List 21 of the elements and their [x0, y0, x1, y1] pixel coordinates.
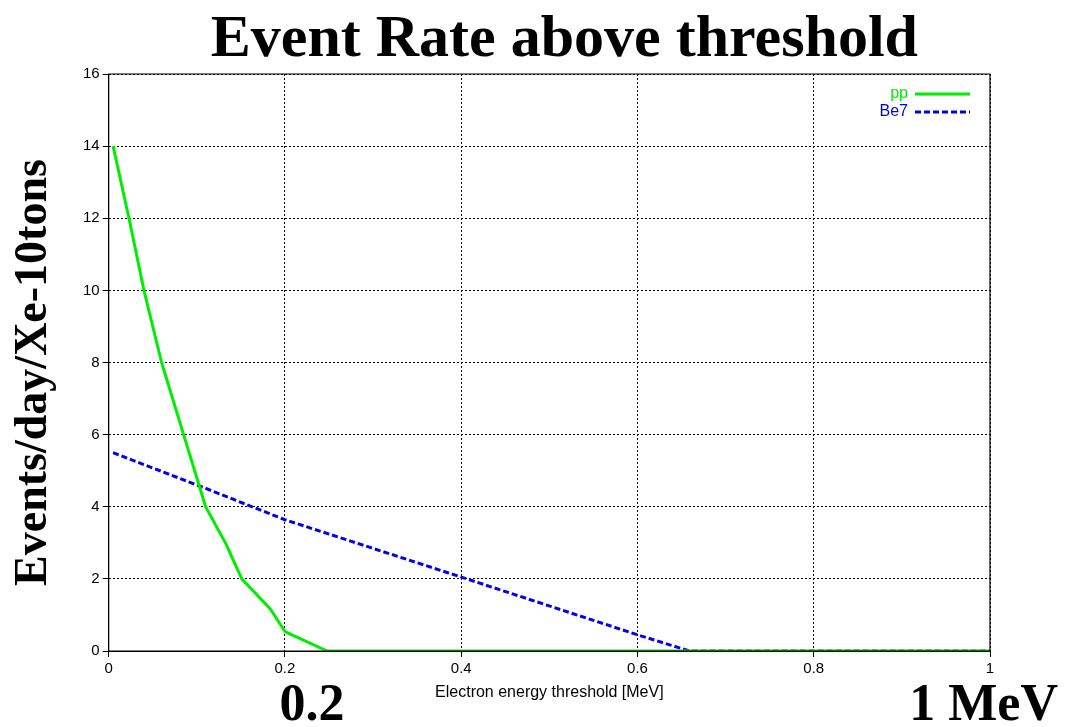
x-tick-label: 1: [985, 659, 995, 677]
legend-label: pp: [890, 84, 909, 102]
y-tick-label: 12: [83, 208, 100, 226]
x-tick-label: 0.6: [627, 659, 648, 677]
x-tick-label: 0.2: [274, 659, 296, 677]
chart-title: Event Rate above threshold: [210, 3, 918, 69]
y-tick-label: 6: [91, 424, 100, 442]
x-tick-label: 0.8: [803, 659, 825, 677]
text: 1 MeV: [909, 674, 1058, 727]
y-tick-label: 16: [83, 64, 100, 82]
y-tick-label: 2: [91, 569, 100, 587]
y-tick-label: 4: [91, 496, 100, 514]
y-tick-label: 8: [91, 352, 100, 370]
y-tick-label: 0: [91, 641, 100, 659]
x-tick-label: 0: [104, 659, 113, 677]
legend-label: Be7: [879, 102, 909, 120]
y-axis-title: Events/day/Xe-10tons: [5, 159, 56, 586]
x-axis-title: Electron energy threshold [MeV]: [435, 683, 664, 700]
y-tick-label: 10: [83, 280, 100, 298]
y-tick-label: 14: [83, 136, 100, 154]
x-tick-label: 0.4: [450, 659, 472, 677]
